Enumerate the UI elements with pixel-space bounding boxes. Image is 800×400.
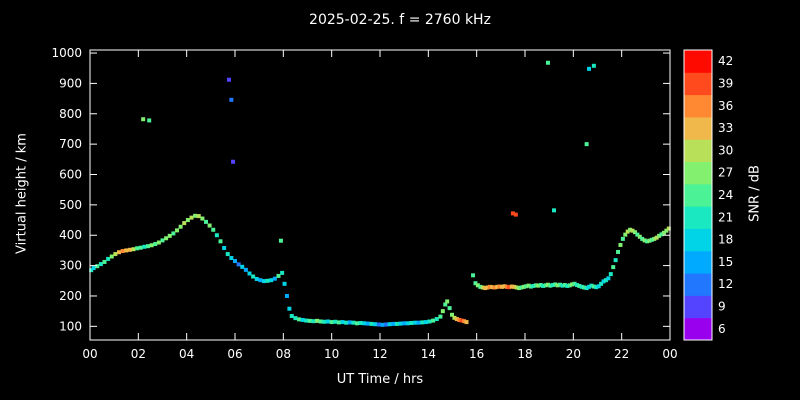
svg-text:900: 900: [59, 76, 82, 90]
svg-text:22: 22: [614, 347, 629, 361]
svg-text:00: 00: [82, 347, 97, 361]
svg-text:04: 04: [179, 347, 194, 361]
svg-text:800: 800: [59, 107, 82, 121]
svg-text:00: 00: [662, 347, 677, 361]
svg-text:700: 700: [59, 137, 82, 151]
svg-text:02: 02: [131, 347, 146, 361]
svg-text:18: 18: [718, 233, 733, 247]
svg-text:39: 39: [718, 76, 733, 90]
svg-text:33: 33: [718, 121, 733, 135]
svg-text:300: 300: [59, 259, 82, 273]
svg-text:10: 10: [324, 347, 339, 361]
svg-text:9: 9: [718, 300, 726, 314]
svg-text:1000: 1000: [51, 46, 82, 60]
svg-text:30: 30: [718, 143, 733, 157]
svg-text:15: 15: [718, 255, 733, 269]
svg-text:08: 08: [276, 347, 291, 361]
svg-text:06: 06: [227, 347, 242, 361]
svg-text:600: 600: [59, 168, 82, 182]
colorbar-label: SNR / dB: [747, 165, 763, 222]
svg-text:500: 500: [59, 198, 82, 212]
x-axis-label: UT Time / hrs: [336, 372, 424, 387]
chart-title: 2025-02-25. f = 2760 kHz: [309, 12, 491, 28]
y-axis-label: Virtual height / km: [14, 133, 30, 254]
svg-text:6: 6: [718, 322, 726, 336]
svg-text:100: 100: [59, 319, 82, 333]
svg-text:16: 16: [469, 347, 484, 361]
svg-text:36: 36: [718, 99, 733, 113]
svg-text:42: 42: [718, 54, 733, 68]
svg-text:12: 12: [718, 277, 733, 291]
svg-text:200: 200: [59, 289, 82, 303]
svg-text:18: 18: [517, 347, 532, 361]
svg-text:24: 24: [718, 188, 733, 202]
svg-text:12: 12: [372, 347, 387, 361]
svg-text:27: 27: [718, 166, 733, 180]
svg-text:400: 400: [59, 228, 82, 242]
svg-text:20: 20: [566, 347, 581, 361]
svg-text:14: 14: [421, 347, 436, 361]
svg-text:21: 21: [718, 210, 733, 224]
